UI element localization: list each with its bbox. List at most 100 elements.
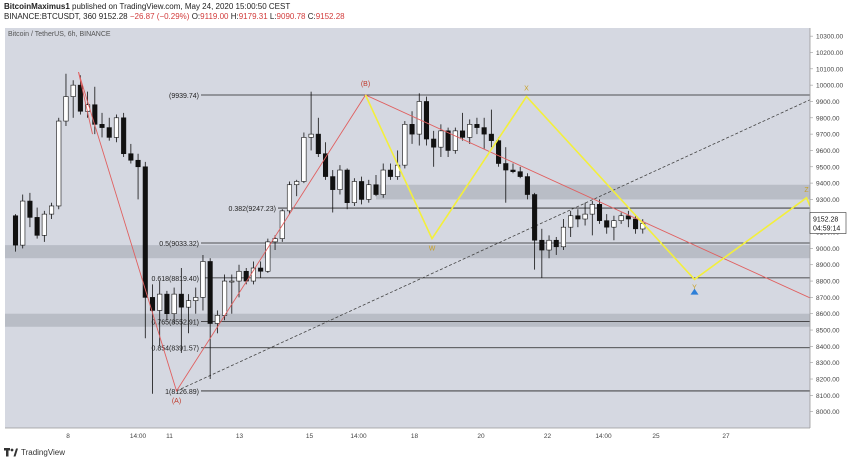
- candle-body-79: [582, 213, 588, 220]
- candle-body-20: [157, 293, 163, 311]
- y-tick-label-3: 8300.00: [816, 360, 840, 367]
- candle-body-2: [27, 200, 33, 218]
- wave-label-0: (B): [361, 81, 370, 88]
- candle-body-52: [387, 169, 393, 177]
- candle-body-85: [625, 215, 631, 220]
- x-tick-label-0: 8: [66, 433, 70, 440]
- candle-body-13: [106, 127, 112, 138]
- candle-body-7: [63, 96, 69, 122]
- low-label: L:: [269, 12, 277, 21]
- candle-body-1: [20, 200, 26, 246]
- x-tick-label-8: 22: [544, 433, 552, 440]
- y-tick-label-23: 10300.00: [816, 34, 843, 41]
- y-tick-label-18: 9800.00: [816, 115, 840, 122]
- price-chart[interactable]: (9939.74) 0.382(9247.23) 0.5(9033.32) 0.618…: [0, 24, 850, 446]
- y-tick-label-9: 8900.00: [816, 262, 840, 269]
- candle-body-72: [532, 194, 538, 241]
- y-tick-label-21: 10100.00: [816, 66, 843, 73]
- candle-body-29: [222, 280, 228, 316]
- footer-brand: TradingView: [4, 448, 65, 457]
- candle-body-44: [330, 176, 336, 190]
- high-label: H:: [230, 12, 239, 21]
- candle-body-31: [236, 270, 242, 282]
- fib-level-4-label: 0.854(8391.57): [152, 346, 199, 353]
- candle-body-48: [359, 181, 365, 200]
- candle-body-84: [618, 215, 624, 221]
- candle-body-3: [34, 217, 40, 236]
- symbol-header: BINANCE:BTCUSDT, 360 9152.28 −26.87 (−0.…: [4, 12, 345, 21]
- candle-body-57: [423, 101, 430, 140]
- x-tick-label-5: 14:00: [350, 433, 367, 440]
- y-tick-label-13: 9300.00: [816, 197, 840, 204]
- publish-info: published on TradingView.com, May 24, 20…: [72, 2, 291, 11]
- candle-body-24: [186, 300, 192, 308]
- candle-body-14: [113, 117, 119, 138]
- close-value: 9152.28: [315, 12, 345, 21]
- y-tick-label-15: 9500.00: [816, 164, 840, 171]
- wave-label-4: X: [524, 86, 529, 93]
- wave-label-1: (A): [172, 398, 181, 405]
- y-tick-label-8: 8800.00: [816, 279, 840, 286]
- candle-body-50: [373, 184, 379, 195]
- x-tick-label-7: 20: [477, 433, 485, 440]
- candle-body-59: [438, 130, 444, 148]
- candle-body-75: [553, 239, 559, 248]
- author-name[interactable]: BitcoinMaximus1: [4, 2, 70, 11]
- low-value: 9090.78: [276, 12, 306, 21]
- candle-body-9: [77, 84, 83, 112]
- y-tick-label-4: 8400.00: [816, 344, 840, 351]
- candle-body-0: [12, 215, 19, 246]
- candle-body-27: [207, 261, 213, 324]
- fib-level-2-label: 0.618(8819.40): [152, 276, 199, 283]
- candle-body-25: [193, 297, 199, 301]
- y-tick-label-16: 9600.00: [816, 148, 840, 155]
- open-label: O:: [191, 12, 201, 21]
- support-zone-2: [5, 313, 810, 327]
- y-tick-label-19: 9900.00: [816, 99, 840, 106]
- candle-body-18: [142, 166, 148, 298]
- high-value: 9179.31: [238, 12, 268, 21]
- candle-body-21: [164, 293, 170, 315]
- candle-body-58: [431, 138, 437, 148]
- candle-body-43: [322, 153, 329, 177]
- y-tick-label-0: 8000.00: [816, 409, 840, 416]
- candle-body-81: [596, 204, 603, 221]
- candle-body-19: [149, 297, 156, 311]
- candle-body-34: [258, 267, 264, 272]
- candle-body-55: [409, 124, 415, 135]
- wxyz-path: [364, 94, 810, 281]
- x-tick-label-11: 27: [722, 433, 730, 440]
- y-tick-label-2: 8200.00: [816, 377, 840, 384]
- candle-body-71: [524, 176, 530, 195]
- fib-level-3-label: 0.765(8552.91): [152, 319, 199, 326]
- candle-body-56: [416, 101, 422, 135]
- candle-body-60: [445, 130, 451, 151]
- footer-brand-text[interactable]: TradingView: [21, 448, 66, 457]
- fib-level-5-label: 1(8126.89): [165, 389, 199, 396]
- candle-body-77: [568, 215, 574, 228]
- candle-body-12: [99, 124, 105, 128]
- candle-body-78: [575, 215, 581, 220]
- candle-body-62: [459, 130, 466, 138]
- elliott-abc-path: [78, 71, 810, 393]
- price-tag-box: [809, 212, 847, 234]
- candle-body-83: [611, 220, 617, 228]
- fib-level-0-label: 0.382(9247.23): [229, 206, 276, 213]
- candle-body-15: [121, 117, 127, 155]
- candle-body-5: [49, 205, 55, 215]
- open-value: 9119.00: [200, 12, 229, 21]
- x-tick-label-10: 25: [652, 433, 660, 440]
- candle-body-66: [488, 133, 494, 141]
- trend-dashed-line: [176, 99, 810, 392]
- candle-body-8: [70, 84, 76, 97]
- candle-body-67: [496, 140, 502, 164]
- candle-body-23: [178, 293, 184, 308]
- support-zone-1: [5, 245, 810, 259]
- candle-body-64: [474, 124, 480, 128]
- symbol-label: BINANCE:BTCUSDT, 360: [4, 12, 97, 21]
- candle-body-82: [604, 220, 610, 228]
- candle-body-61: [452, 130, 458, 151]
- y-tick-label-10: 9000.00: [816, 246, 840, 253]
- y-tick-label-1: 8100.00: [816, 393, 840, 400]
